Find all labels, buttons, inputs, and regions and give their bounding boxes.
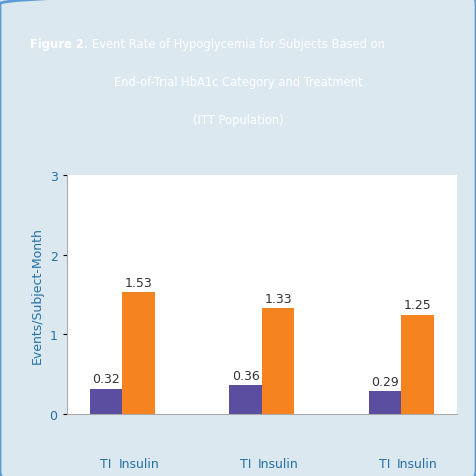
Text: 0.32: 0.32 (92, 373, 120, 386)
Text: Insulin: Insulin (397, 457, 438, 470)
Text: TI: TI (379, 457, 391, 470)
Bar (262, 308, 294, 414)
Text: 1.33: 1.33 (264, 292, 292, 306)
Text: 1.25: 1.25 (404, 299, 431, 312)
Bar (401, 315, 434, 414)
Text: TI: TI (100, 457, 112, 470)
Text: Event Rate of Hypoglycemia for Subjects Based on: Event Rate of Hypoglycemia for Subjects … (91, 38, 385, 50)
Text: Figure 2.: Figure 2. (30, 38, 89, 50)
Text: Insulin: Insulin (258, 457, 298, 470)
Text: (ITT Population): (ITT Population) (193, 114, 283, 127)
Text: TI: TI (240, 457, 251, 470)
Text: 0.29: 0.29 (371, 375, 399, 388)
Text: 0.36: 0.36 (232, 369, 259, 382)
Text: 1.53: 1.53 (125, 277, 152, 289)
Bar (90, 389, 122, 414)
Text: Insulin: Insulin (119, 457, 159, 470)
Bar (369, 391, 401, 414)
Bar (122, 293, 155, 414)
Text: End-of-Trial HbA1c Category and Treatment: End-of-Trial HbA1c Category and Treatmen… (114, 76, 362, 89)
Bar (229, 386, 262, 414)
Y-axis label: Events/Subject-Month: Events/Subject-Month (31, 227, 44, 363)
